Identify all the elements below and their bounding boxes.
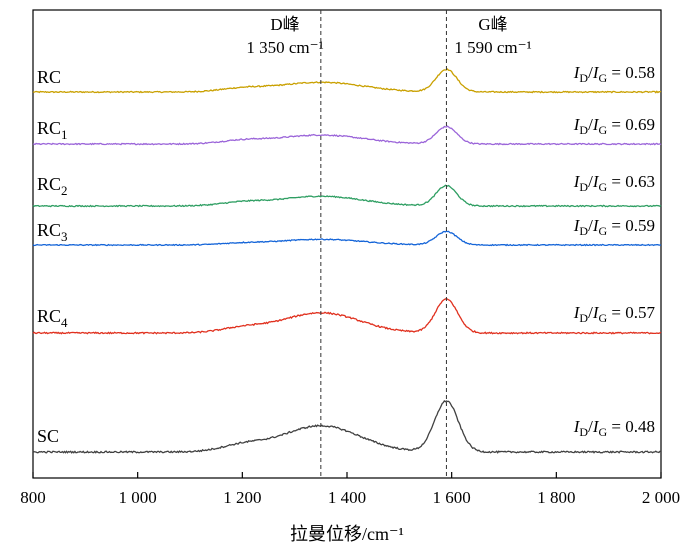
traces <box>32 68 662 454</box>
series-labels: RC ID/IG = 0.58 RC1 ID/IG = 0.69 RC2 ID/IG = … <box>37 63 655 446</box>
series-line-1 <box>32 68 662 94</box>
series-line-3 <box>32 184 662 208</box>
x-tick-label: 800 <box>20 488 46 507</box>
peak-name-2: G峰 <box>478 15 507 34</box>
ratio-label-3: ID/IG = 0.63 <box>573 172 655 194</box>
x-tick-label: 1 600 <box>433 488 471 507</box>
x-tick-label: 1 400 <box>328 488 366 507</box>
x-tick-label: 1 000 <box>119 488 157 507</box>
series-line-4 <box>32 230 662 247</box>
x-axis-label: 拉曼位移/cm⁻¹ <box>290 524 404 544</box>
ratio-label-2: ID/IG = 0.69 <box>573 115 655 137</box>
series-line-5 <box>32 297 662 335</box>
peak-wavenumber-2: 1 590 cm⁻¹ <box>454 38 531 57</box>
series-label-2: RC1 <box>37 118 68 142</box>
x-tick-label: 1 200 <box>223 488 261 507</box>
series-line-2 <box>32 125 662 146</box>
peak-wavenumber-1: 1 350 cm⁻¹ <box>246 38 323 57</box>
ratio-label-5: ID/IG = 0.57 <box>573 303 656 325</box>
plot-frame <box>32 9 662 479</box>
reference-lines: D峰 1 350 cm⁻¹ G峰 1 590 cm⁻¹ <box>246 10 532 478</box>
x-axis-ticks: 800 1 000 1 200 1 400 1 600 1 800 2 000 <box>20 472 680 507</box>
series-label-1: RC <box>37 67 61 87</box>
ratio-label-1: ID/IG = 0.58 <box>573 63 655 85</box>
x-tick-label: 2 000 <box>642 488 680 507</box>
ratio-label-6: ID/IG = 0.48 <box>573 417 655 439</box>
ratio-label-4: ID/IG = 0.59 <box>573 216 655 238</box>
series-label-5: RC4 <box>37 306 68 330</box>
series-line-6 <box>32 399 662 454</box>
series-label-4: RC3 <box>37 220 68 244</box>
series-label-3: RC2 <box>37 174 68 198</box>
series-label-6: SC <box>37 426 59 446</box>
x-tick-label: 1 800 <box>537 488 575 507</box>
peak-name-1: D峰 <box>270 15 299 34</box>
